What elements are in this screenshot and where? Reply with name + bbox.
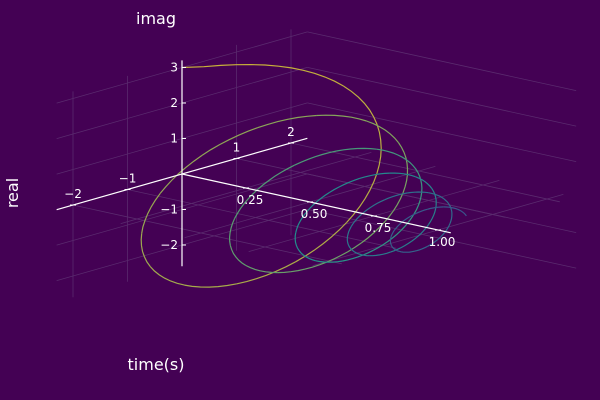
z-tick-label: −2 [160, 238, 178, 252]
curve-segment [391, 245, 400, 252]
x-tick-label: 0.25 [237, 193, 264, 207]
curve-segment [229, 245, 247, 267]
curve-segment [389, 172, 416, 178]
curve-segment [293, 150, 337, 166]
curve-segment [257, 164, 295, 190]
curve-segment [417, 179, 423, 206]
curve-segment [428, 192, 445, 200]
curve-segment [346, 226, 352, 242]
curve-segment [410, 208, 428, 217]
axes [56, 60, 451, 267]
curve-segment [427, 206, 444, 210]
curve-segment [149, 266, 185, 286]
y-tick-label: 2 [287, 125, 295, 139]
curve-segment [159, 154, 203, 194]
curve-segment [427, 235, 442, 248]
curve-segment [427, 205, 437, 225]
curve-segment [457, 208, 467, 217]
curve-segment [141, 192, 161, 234]
curve-segment [407, 191, 429, 194]
curve-segment [277, 264, 320, 274]
curve-segment [390, 225, 399, 237]
curve-segment [316, 114, 367, 122]
curve-segment [353, 251, 370, 257]
curve-segment [306, 191, 330, 213]
curve-segment [366, 120, 399, 143]
curve-segment [415, 176, 433, 189]
grid-lines [56, 29, 577, 298]
grid-line [307, 102, 577, 163]
tick-labels: −2 −1 1 2 3 −2 −1 1 2 0.25 0.50 0.75 1.00 [64, 61, 455, 253]
x-tick-label: 0.50 [301, 207, 328, 221]
curve-segment [440, 223, 451, 237]
curve-segment [329, 178, 360, 194]
x-axis-line [181, 173, 451, 234]
curve-segment [411, 245, 428, 253]
curve-segment [384, 192, 408, 201]
x-tick-label: 0.75 [365, 221, 392, 235]
curve-segment [315, 260, 343, 263]
y-tick-label: −1 [119, 172, 137, 186]
curve-segment [257, 114, 317, 129]
grid-line [307, 66, 577, 127]
x-tick-label: 1.00 [429, 235, 456, 249]
curve-series [140, 63, 467, 288]
curve-segment [392, 174, 408, 212]
z-tick-label: 1 [170, 132, 178, 146]
y-axis-title: real [3, 178, 22, 208]
curve-segment [405, 159, 422, 181]
curve-segment [373, 230, 402, 251]
curve-segment [358, 172, 390, 180]
curve-segment [336, 147, 377, 152]
curve-segment [363, 199, 385, 213]
z-tick-label: 2 [170, 96, 178, 110]
curve-segment [245, 264, 278, 274]
curve-segment [343, 85, 378, 125]
curve-segment [369, 251, 391, 257]
curve-segment [376, 124, 382, 174]
grid-line [72, 204, 342, 265]
curve-segment [181, 63, 279, 69]
z-axis-title: imag [136, 9, 176, 28]
curve-segment [298, 250, 316, 262]
curve-segment [397, 142, 409, 175]
curve-segment [443, 206, 458, 210]
curve-segment [342, 249, 374, 262]
curve-segment [295, 211, 308, 233]
curve-segment [449, 209, 453, 224]
curve-segment [350, 211, 365, 228]
grid-line [307, 208, 577, 269]
curve-segment [140, 233, 151, 267]
curve-segment [389, 236, 393, 247]
grid-line [127, 189, 397, 249]
curve-segment [236, 261, 296, 285]
z-tick-label: −1 [160, 203, 178, 217]
curve-segment [361, 210, 394, 244]
curve-segment [294, 232, 300, 251]
curve-segment [278, 65, 344, 87]
curve-segment [234, 188, 259, 219]
curve-segment [201, 127, 259, 156]
curve-segment [400, 205, 419, 232]
curve-segment [397, 215, 412, 227]
curve-segment [390, 240, 413, 253]
y-tick-label: 1 [233, 141, 241, 155]
curve-segment [228, 218, 236, 246]
grid-line [307, 31, 577, 92]
curve-segment [184, 283, 238, 288]
z-tick-label: 3 [170, 61, 178, 75]
x-axis-title: time(s) [128, 355, 185, 374]
curve-segment [346, 240, 355, 253]
grid-line [290, 142, 560, 203]
y-tick-label: −2 [64, 187, 82, 201]
curve-segment [431, 188, 437, 206]
curve-segment [376, 148, 407, 161]
curve-segment [346, 173, 378, 223]
curve-segment [398, 250, 413, 253]
